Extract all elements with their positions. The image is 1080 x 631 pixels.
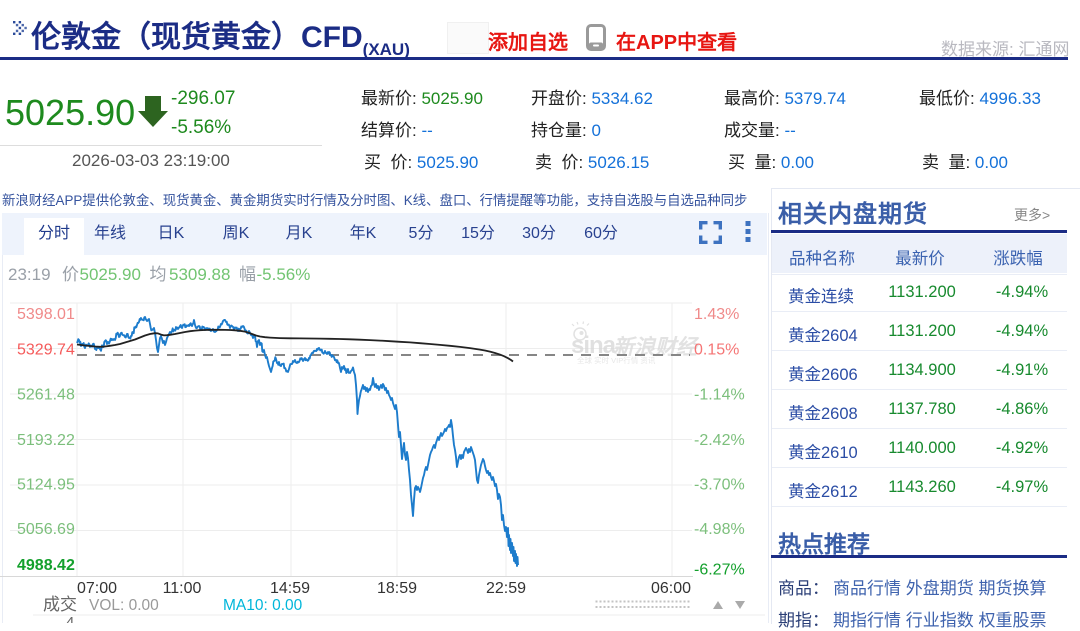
svg-text:-2.42%: -2.42% xyxy=(694,432,745,449)
svg-text:5124.95: 5124.95 xyxy=(17,477,75,494)
svg-text:sina: sina xyxy=(571,332,617,359)
svg-text:18:59: 18:59 xyxy=(377,580,417,597)
svg-text:22:59: 22:59 xyxy=(486,580,526,597)
svg-text:06:00: 06:00 xyxy=(651,580,691,597)
svg-text:5398.01: 5398.01 xyxy=(17,306,75,323)
svg-text:5261.48: 5261.48 xyxy=(17,387,75,404)
svg-text:11:00: 11:00 xyxy=(163,580,202,597)
svg-text:14:59: 14:59 xyxy=(270,580,310,597)
svg-text:1.43%: 1.43% xyxy=(694,306,739,323)
svg-text:-6.27%: -6.27% xyxy=(694,562,745,579)
svg-text:4: 4 xyxy=(66,614,74,623)
svg-text:5193.22: 5193.22 xyxy=(17,432,75,449)
svg-text:5056.69: 5056.69 xyxy=(17,521,75,538)
svg-text:4988.42: 4988.42 xyxy=(17,557,75,574)
svg-text:0.15%: 0.15% xyxy=(694,342,739,359)
svg-text:-1.14%: -1.14% xyxy=(694,387,745,404)
svg-text:VOL: 0.00: VOL: 0.00 xyxy=(89,597,159,614)
svg-text:MA10: 0.00: MA10: 0.00 xyxy=(223,597,303,614)
svg-text:全球 实时 VIP行情 资讯: 全球 实时 VIP行情 资讯 xyxy=(577,355,656,365)
svg-text:-3.70%: -3.70% xyxy=(694,477,745,494)
svg-text:成交: 成交 xyxy=(43,595,77,614)
svg-text:-4.98%: -4.98% xyxy=(694,521,745,538)
svg-text:5329.74: 5329.74 xyxy=(17,342,75,359)
svg-text:07:00: 07:00 xyxy=(77,580,117,597)
